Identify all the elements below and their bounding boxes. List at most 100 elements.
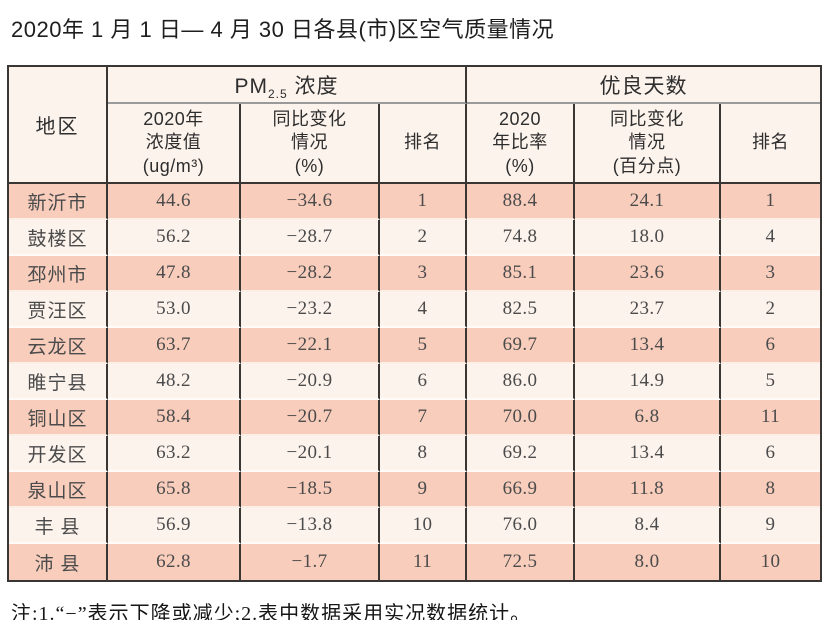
rate-value-cell: 86.0 xyxy=(467,364,575,400)
rate-value-cell: 76.0 xyxy=(467,508,575,544)
pm-value-cell: 63.7 xyxy=(108,328,241,364)
table-row: 鼓楼区 56.2 −28.7 2 74.8 18.0 4 xyxy=(9,220,821,256)
region-cell: 邳州市 xyxy=(9,256,108,292)
pm-rank-cell: 10 xyxy=(380,508,467,544)
region-cell: 泉山区 xyxy=(9,472,108,508)
pm-rank-cell: 11 xyxy=(380,544,467,580)
rate-value-cell: 72.5 xyxy=(467,544,575,580)
pm-rank-cell: 2 xyxy=(380,220,467,256)
pm-rank-cell: 3 xyxy=(380,256,467,292)
pm-value-cell: 65.8 xyxy=(108,472,241,508)
pm-value-cell: 63.2 xyxy=(108,436,241,472)
rate-change-cell: 13.4 xyxy=(575,436,721,472)
rate-value-cell: 82.5 xyxy=(467,292,575,328)
table-row: 丰 县 56.9 −13.8 10 76.0 8.4 9 xyxy=(9,508,821,544)
table-row: 邳州市 47.8 −28.2 3 85.1 23.6 3 xyxy=(9,256,821,292)
rate-change-cell: 14.9 xyxy=(575,364,721,400)
rate-rank-cell: 5 xyxy=(721,364,821,400)
pm-value-cell: 44.6 xyxy=(108,184,241,220)
sub-header-row: 2020年 浓度值 (ug/m³) 同比变化 情况 (%) 排名 2020 年比… xyxy=(9,104,821,184)
pm-rank-cell: 8 xyxy=(380,436,467,472)
pm-value-cell: 48.2 xyxy=(108,364,241,400)
region-cell: 新沂市 xyxy=(9,184,108,220)
pm-value-cell: 62.8 xyxy=(108,544,241,580)
rate-value-cell: 85.1 xyxy=(467,256,575,292)
table-header: 地区 PM2.5 浓度 优良天数 2020年 浓度值 (ug/m³) 同比变化 … xyxy=(9,67,821,184)
rate-change-cell: 6.8 xyxy=(575,400,721,436)
table-row: 泉山区 65.8 −18.5 9 66.9 11.8 8 xyxy=(9,472,821,508)
footnote: 注:1.“−”表示下降或减少;2.表中数据采用实况数据统计。 xyxy=(11,603,532,620)
rate-value-cell: 66.9 xyxy=(467,472,575,508)
rate-rank-cell: 9 xyxy=(721,508,821,544)
table-row: 睢宁县 48.2 −20.9 6 86.0 14.9 5 xyxy=(9,364,821,400)
rate-change-cell: 8.4 xyxy=(575,508,721,544)
pm25-label-suffix: 浓度 xyxy=(287,74,339,98)
rate-change-cell: 8.0 xyxy=(575,544,721,580)
rate-rank-cell: 1 xyxy=(721,184,821,220)
region-cell: 鼓楼区 xyxy=(9,220,108,256)
rate-change-cell: 13.4 xyxy=(575,328,721,364)
pm-change-cell: −20.7 xyxy=(241,400,380,436)
pm-change-cell: −20.9 xyxy=(241,364,380,400)
rate-value-cell: 69.2 xyxy=(467,436,575,472)
rate-rank-cell: 11 xyxy=(721,400,821,436)
rate-change-cell: 18.0 xyxy=(575,220,721,256)
pm25-label-prefix: PM xyxy=(234,74,268,98)
group-header-pm25: PM2.5 浓度 xyxy=(108,67,467,104)
rate-value-cell: 88.4 xyxy=(467,184,575,220)
rate-value-cell: 69.7 xyxy=(467,328,575,364)
rate-value-cell: 70.0 xyxy=(467,400,575,436)
table-row: 新沂市 44.6 −34.6 1 88.4 24.1 1 xyxy=(9,184,821,220)
group-header-good-days: 优良天数 xyxy=(467,67,821,104)
rate-change-cell: 11.8 xyxy=(575,472,721,508)
region-cell: 贾汪区 xyxy=(9,292,108,328)
pm-change-cell: −34.6 xyxy=(241,184,380,220)
rate-rank-cell: 3 xyxy=(721,256,821,292)
table-row: 贾汪区 53.0 −23.2 4 82.5 23.7 2 xyxy=(9,292,821,328)
pm-rank-cell: 4 xyxy=(380,292,467,328)
table-body: 新沂市 44.6 −34.6 1 88.4 24.1 1 鼓楼区 56.2 −2… xyxy=(9,184,821,580)
page-title: 2020年 1 月 1 日— 4 月 30 日各县(市)区空气质量情况 xyxy=(11,17,555,42)
col-header-pm-value: 2020年 浓度值 (ug/m³) xyxy=(108,104,241,184)
pm-value-cell: 56.9 xyxy=(108,508,241,544)
pm-change-cell: −1.7 xyxy=(241,544,380,580)
col-header-pm-rank: 排名 xyxy=(380,104,467,184)
table-row: 开发区 63.2 −20.1 8 69.2 13.4 6 xyxy=(9,436,821,472)
pm-value-cell: 58.4 xyxy=(108,400,241,436)
pm-change-cell: −28.2 xyxy=(241,256,380,292)
pm-rank-cell: 9 xyxy=(380,472,467,508)
col-header-rate-change: 同比变化 情况 (百分点) xyxy=(575,104,721,184)
pm-value-cell: 56.2 xyxy=(108,220,241,256)
pm-change-cell: −22.1 xyxy=(241,328,380,364)
col-header-rate-value: 2020 年比率 (%) xyxy=(467,104,575,184)
pm-rank-cell: 6 xyxy=(380,364,467,400)
rate-value-cell: 74.8 xyxy=(467,220,575,256)
table-row: 沛 县 62.8 −1.7 11 72.5 8.0 10 xyxy=(9,544,821,580)
region-cell: 睢宁县 xyxy=(9,364,108,400)
rate-change-cell: 24.1 xyxy=(575,184,721,220)
pm-value-cell: 53.0 xyxy=(108,292,241,328)
region-cell: 沛 县 xyxy=(9,544,108,580)
rate-rank-cell: 8 xyxy=(721,472,821,508)
pm-change-cell: −13.8 xyxy=(241,508,380,544)
pm-rank-cell: 1 xyxy=(380,184,467,220)
pm-change-cell: −20.1 xyxy=(241,436,380,472)
pm-change-cell: −23.2 xyxy=(241,292,380,328)
group-header-row: 地区 PM2.5 浓度 优良天数 xyxy=(9,67,821,184)
region-cell: 云龙区 xyxy=(9,328,108,364)
pm-change-cell: −28.7 xyxy=(241,220,380,256)
pm-rank-cell: 5 xyxy=(380,328,467,364)
table-row: 铜山区 58.4 −20.7 7 70.0 6.8 11 xyxy=(9,400,821,436)
region-cell: 铜山区 xyxy=(9,400,108,436)
rate-rank-cell: 4 xyxy=(721,220,821,256)
pm25-label-subscript: 2.5 xyxy=(267,86,288,101)
air-quality-table: 地区 PM2.5 浓度 优良天数 2020年 浓度值 (ug/m³) 同比变化 … xyxy=(7,65,823,582)
rate-change-cell: 23.7 xyxy=(575,292,721,328)
rate-rank-cell: 6 xyxy=(721,436,821,472)
rate-rank-cell: 2 xyxy=(721,292,821,328)
rate-change-cell: 23.6 xyxy=(575,256,721,292)
col-header-pm-change: 同比变化 情况 (%) xyxy=(241,104,380,184)
rate-rank-cell: 10 xyxy=(760,551,781,572)
col-header-rate-rank: 排名 xyxy=(721,104,821,184)
